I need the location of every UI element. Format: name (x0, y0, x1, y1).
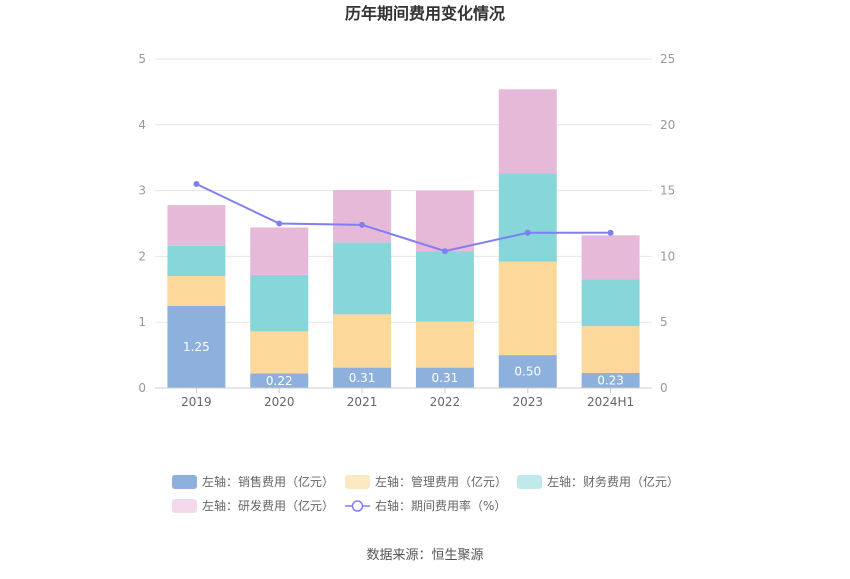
bar-segment (498, 261, 557, 356)
bar-segment (415, 367, 474, 388)
data-source: 数据来源：恒生聚源 (366, 548, 483, 563)
right-tick-label: 5 (660, 315, 668, 329)
x-tick-label: 2022 (430, 395, 461, 409)
left-axis: 0 1 2 3 4 5 (138, 52, 146, 395)
bar-segment (333, 314, 392, 368)
chart-title: 历年期间费用变化情况 (345, 4, 505, 23)
left-tick-label: 0 (138, 381, 146, 395)
line-point (276, 220, 283, 227)
right-tick-label: 15 (660, 184, 675, 198)
legend-label: 右轴：期间费用率（%） (375, 498, 506, 513)
bar-segment (333, 367, 392, 388)
grid-lines (155, 58, 652, 323)
right-tick-label: 0 (660, 381, 668, 395)
legend-label: 左轴：研发费用（亿元） (202, 498, 334, 513)
bar-segment (167, 205, 226, 246)
x-tick-label: 2019 (181, 395, 212, 409)
x-tick-label: 2021 (347, 395, 378, 409)
legend-swatch (517, 475, 542, 489)
left-tick-label: 4 (138, 118, 146, 132)
bar-segment (498, 173, 557, 262)
legend[interactable]: 左轴：销售费用（亿元） 左轴：管理费用（亿元） 左轴：财务费用（亿元） 左轴：研发费用… (172, 474, 679, 513)
right-tick-label: 25 (660, 52, 675, 66)
bar-segment (498, 89, 557, 174)
left-tick-label: 1 (138, 315, 146, 329)
expense-rate-polyline (195, 183, 611, 253)
bar-segment (250, 331, 309, 374)
right-tick-label: 10 (660, 249, 675, 263)
left-tick-label: 5 (138, 52, 146, 66)
expense-rate-line (193, 181, 614, 255)
line-point (193, 181, 200, 188)
bar-segment (415, 190, 474, 252)
bar-segment (167, 276, 226, 306)
legend-label: 左轴：销售费用（亿元） (202, 474, 334, 489)
line-point (441, 248, 448, 255)
bar-segment (581, 326, 640, 373)
left-tick-label: 3 (138, 184, 146, 198)
bar-segment (333, 242, 392, 315)
line-point (607, 229, 614, 236)
right-tick-label: 20 (660, 118, 675, 132)
bar-segment (581, 279, 640, 327)
bar-segment (498, 355, 557, 388)
legend-label: 左轴：管理费用（亿元） (375, 474, 507, 489)
legend-swatch (172, 475, 197, 489)
legend-line-marker (351, 500, 364, 512)
bar-data-label: 1.25 (183, 340, 210, 354)
bar-segment (333, 189, 392, 243)
bar-data-label: 0.31 (349, 371, 376, 385)
bar-segment (415, 251, 474, 322)
left-tick-label: 2 (138, 249, 146, 263)
line-point (359, 221, 366, 228)
bar-data-label: 0.22 (266, 374, 293, 388)
right-axis: 0 5 10 15 20 25 (660, 52, 675, 395)
line-point (524, 229, 531, 236)
bar-segment (415, 321, 474, 368)
bar-segment (250, 227, 309, 275)
bar-series: 1.25 0.22 0.31 0.31 0.50 0.23 (167, 89, 640, 388)
bar-segment (581, 235, 640, 280)
bar-data-label: 0.50 (514, 365, 541, 379)
bar-segment (581, 372, 640, 388)
bar-segment (167, 305, 226, 388)
bar-segment (250, 373, 309, 388)
bar-segment (167, 245, 226, 277)
bar-data-label: 0.31 (432, 371, 459, 385)
bar-data-label: 0.23 (597, 373, 624, 387)
legend-swatch (172, 499, 197, 513)
x-tick-label: 2023 (512, 395, 543, 409)
bar-segment (250, 274, 309, 332)
x-tick-label: 2024H1 (587, 395, 634, 409)
legend-label: 左轴：财务费用（亿元） (547, 474, 679, 489)
x-axis: 2019 2020 2021 2022 2023 2024H1 (155, 387, 652, 409)
x-tick-label: 2020 (264, 395, 295, 409)
legend-swatch (345, 475, 370, 489)
